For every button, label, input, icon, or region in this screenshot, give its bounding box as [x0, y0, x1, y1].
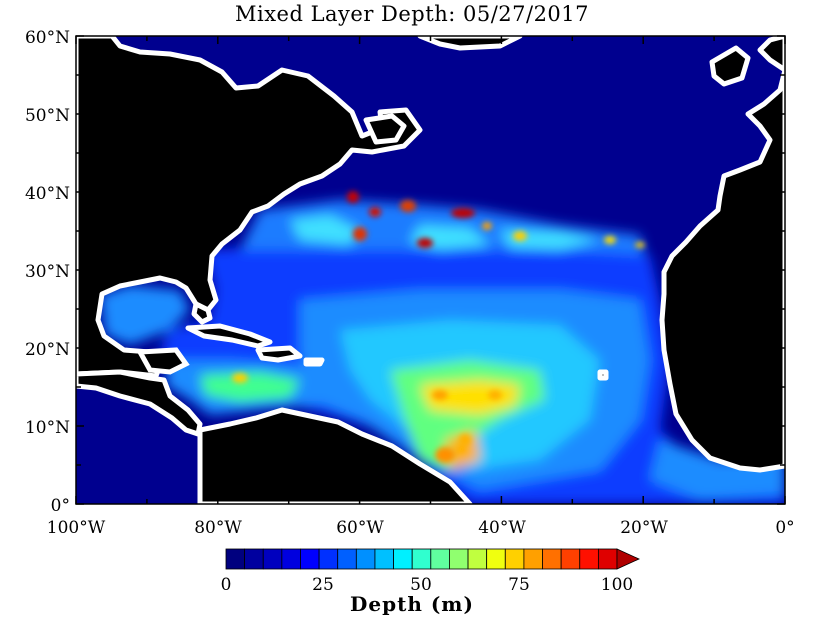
europe-africa-land	[659, 36, 785, 473]
colorbar-swatch	[337, 548, 357, 570]
british-isles-land	[709, 45, 751, 87]
canary-islands-land	[597, 369, 609, 381]
colorbar	[225, 548, 640, 570]
lat-label: 30°N	[25, 262, 70, 282]
colorbar-swatch	[411, 548, 432, 570]
lon-axis: 100°W 80°W 60°W 40°W 20°W 0°	[47, 518, 795, 538]
colorbar-swatch	[244, 548, 264, 570]
hispaniola-land	[255, 345, 303, 363]
colorbar-swatch	[430, 548, 450, 570]
colorbar-swatch	[597, 548, 618, 570]
lat-label: 20°N	[25, 340, 70, 360]
north-america-land	[76, 36, 423, 379]
lat-axis: 60°N 50°N 40°N 30°N 20°N 10°N 0°	[25, 28, 70, 516]
colorbar-swatch	[560, 548, 581, 570]
lat-label: 60°N	[25, 28, 70, 48]
lon-label: 60°W	[336, 518, 384, 538]
cuba-land	[185, 323, 273, 349]
colorbar-ticks: 0 25 50 75 100	[221, 575, 634, 595]
mld-eddies	[232, 191, 645, 463]
lat-label: 10°N	[25, 418, 70, 438]
puerto-rico-land	[303, 357, 325, 367]
lon-label: 100°W	[47, 518, 106, 538]
newfoundland-land	[363, 113, 407, 145]
map-title: Mixed Layer Depth: 05/27/2017	[234, 2, 590, 26]
colorbar-tick-label: 75	[508, 575, 530, 595]
lat-label: 50°N	[25, 106, 70, 126]
colorbar-tick-label: 100	[601, 575, 633, 595]
colorbar-tick-label: 50	[410, 575, 432, 595]
axis-ticks	[75, 35, 786, 505]
lon-label: 0°	[775, 518, 794, 538]
florida-land	[191, 301, 213, 325]
colorbar-swatch	[523, 548, 543, 570]
south-america-land	[197, 407, 473, 504]
colorbar-swatch	[393, 548, 413, 570]
lon-label: 20°W	[620, 518, 668, 538]
lon-label: 40°W	[478, 518, 526, 538]
colorbar-swatch	[300, 548, 320, 570]
lat-label: 40°N	[25, 184, 70, 204]
colorbar-swatch	[318, 548, 339, 570]
colorbar-swatch	[449, 548, 469, 570]
colorbar-tick-label: 25	[312, 575, 334, 595]
colorbar-label: Depth (m)	[350, 592, 474, 616]
colorbar-swatch	[355, 548, 376, 570]
colorbar-swatch	[262, 548, 283, 570]
lon-label: 80°W	[194, 518, 242, 538]
colorbar-swatch	[579, 548, 599, 570]
greenland-land	[417, 36, 523, 51]
colorbar-swatch	[504, 548, 525, 570]
colorbar-swatch	[225, 548, 246, 570]
colorbar-extend-arrow	[616, 548, 640, 570]
land	[76, 36, 785, 504]
colorbar-swatch	[467, 548, 488, 570]
colorbar-swatch	[542, 548, 562, 570]
colorbar-swatch	[374, 548, 394, 570]
map-plot-area	[76, 36, 785, 504]
yucatan-land	[135, 347, 190, 375]
mld-field	[100, 200, 785, 504]
colorbar-swatch	[486, 548, 506, 570]
lat-label: 0°	[51, 496, 70, 516]
colorbar-tick-label: 0	[221, 575, 232, 595]
colorbar-swatch	[281, 548, 301, 570]
